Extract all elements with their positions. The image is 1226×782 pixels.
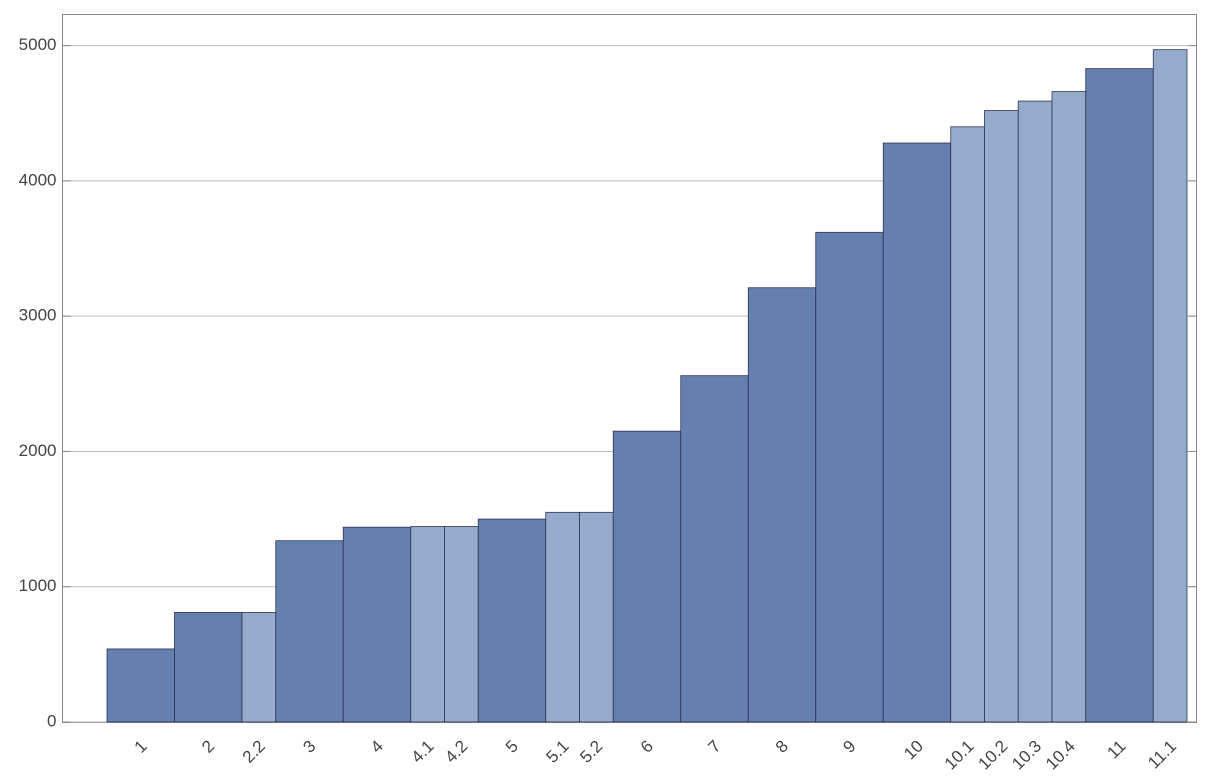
x-tick-label: 4	[367, 737, 387, 757]
x-tick-label: 11.1	[1144, 737, 1180, 773]
bar	[241, 612, 277, 723]
x-tick-label: 10.1	[941, 737, 978, 774]
x-tick-label: 9	[839, 737, 859, 757]
y-tick-label: 3000	[19, 306, 57, 325]
x-tick-label: 8	[772, 737, 792, 757]
x-tick-label: 10.3	[1008, 737, 1045, 774]
x-tick-label: 1	[131, 737, 151, 757]
bar	[444, 526, 479, 723]
x-tick-label: 10	[900, 737, 927, 764]
bar	[477, 518, 547, 723]
x-tick-label: 2.2	[239, 737, 269, 767]
bar	[1017, 100, 1053, 723]
y-tick-label: 1000	[19, 576, 57, 595]
y-tick-label: 4000	[19, 170, 57, 189]
bar	[1152, 49, 1188, 723]
x-tick-label: 6	[637, 737, 657, 757]
x-tick-label: 5	[502, 737, 522, 757]
bar	[275, 540, 344, 723]
bar	[680, 375, 749, 723]
bar	[579, 511, 614, 723]
x-tick-label: 10.4	[1042, 737, 1079, 774]
bar	[815, 231, 884, 723]
x-tick-label: 4.2	[441, 737, 471, 767]
x-tick-label: 3	[299, 737, 319, 757]
bar	[950, 126, 985, 723]
bar	[984, 110, 1019, 723]
x-tick-label: 4.1	[407, 737, 437, 767]
x-tick-label: 11	[1104, 737, 1130, 763]
bar	[882, 142, 952, 723]
y-tick-label: 2000	[19, 441, 57, 460]
x-tick-label: 2	[198, 737, 218, 757]
bar	[1051, 91, 1087, 723]
bar	[545, 511, 580, 723]
bar	[612, 430, 682, 723]
bar	[1085, 68, 1154, 723]
bar	[174, 612, 243, 723]
bar	[342, 526, 412, 723]
y-tick-label: 5000	[19, 35, 57, 54]
bar	[747, 287, 817, 723]
x-tick-label: 5.2	[576, 737, 606, 767]
x-tick-label: 10.2	[975, 737, 1012, 774]
bar	[410, 526, 445, 723]
bar	[106, 648, 175, 723]
y-tick-label: 0	[47, 711, 56, 730]
x-tick-label: 5.1	[542, 737, 572, 767]
x-tick-label: 7	[704, 737, 724, 757]
